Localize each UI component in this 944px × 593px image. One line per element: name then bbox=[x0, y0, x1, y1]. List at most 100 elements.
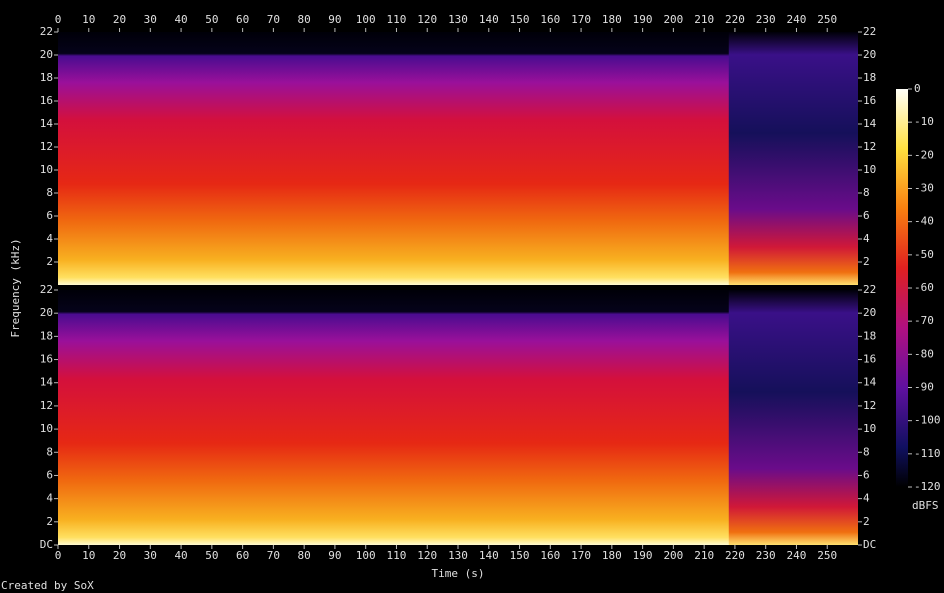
y-tick-label: 20 bbox=[40, 48, 53, 61]
y-tick-label: 8 bbox=[46, 186, 53, 199]
x-tick-label: 110 bbox=[387, 13, 407, 26]
x-tick-label: 250 bbox=[817, 13, 837, 26]
x-axis-label: Time (s) bbox=[432, 567, 485, 580]
x-tick-label: 190 bbox=[633, 13, 653, 26]
x-tick-label: 100 bbox=[356, 13, 376, 26]
x-tick-label: 10 bbox=[82, 13, 95, 26]
x-tick-label: 130 bbox=[448, 13, 468, 26]
y-tick-label: 2 bbox=[863, 515, 870, 528]
x-tick-label: 130 bbox=[448, 549, 468, 562]
y-tick-label: 12 bbox=[40, 140, 53, 153]
x-tick-label: 140 bbox=[479, 549, 499, 562]
x-tick-label: 230 bbox=[756, 549, 776, 562]
y-tick-label: DC bbox=[863, 538, 876, 551]
y-tick-label: 18 bbox=[40, 329, 53, 342]
x-tick-label: 80 bbox=[298, 549, 311, 562]
y-tick-label: 8 bbox=[46, 445, 53, 458]
colorbar-tick-label: -120 bbox=[914, 480, 941, 493]
x-tick-label: 180 bbox=[602, 549, 622, 562]
x-tick-label: 160 bbox=[540, 13, 560, 26]
x-tick-label: 60 bbox=[236, 549, 249, 562]
x-tick-label: 30 bbox=[144, 13, 157, 26]
y-tick-label: 14 bbox=[863, 376, 877, 389]
colorbar-tick-label: -80 bbox=[914, 347, 934, 360]
y-tick-label: 6 bbox=[863, 209, 870, 222]
colorbar-tick-label: -40 bbox=[914, 215, 934, 228]
y-tick-label: 12 bbox=[863, 399, 876, 412]
x-tick-label: 170 bbox=[571, 13, 591, 26]
colorbar-tick-label: -70 bbox=[914, 314, 934, 327]
y-tick-label: DC bbox=[40, 538, 53, 551]
x-tick-label: 240 bbox=[787, 13, 807, 26]
y-tick-label: 4 bbox=[863, 232, 870, 245]
x-tick-label: 80 bbox=[298, 13, 311, 26]
y-tick-label: 4 bbox=[863, 492, 870, 505]
y-tick-label: 10 bbox=[40, 163, 53, 176]
y-tick-label: 2 bbox=[863, 255, 870, 268]
y-tick-label: 16 bbox=[40, 94, 53, 107]
x-tick-label: 70 bbox=[267, 13, 280, 26]
colorbar-tick-label: -90 bbox=[914, 381, 934, 394]
y-tick-label: 20 bbox=[863, 48, 876, 61]
footer: Created by SoX bbox=[1, 579, 94, 592]
y-tick-label: 12 bbox=[863, 140, 876, 153]
y-tick-label: 18 bbox=[40, 71, 53, 84]
x-tick-label: 220 bbox=[725, 13, 745, 26]
x-tick-label: 170 bbox=[571, 549, 591, 562]
x-tick-label: 120 bbox=[417, 549, 437, 562]
y-tick-label: 12 bbox=[40, 399, 53, 412]
x-tick-label: 60 bbox=[236, 13, 249, 26]
y-tick-label: 22 bbox=[40, 283, 53, 296]
x-tick-label: 120 bbox=[417, 13, 437, 26]
spectrogram-tail bbox=[728, 32, 858, 285]
x-tick-label: 10 bbox=[82, 549, 95, 562]
colorbar-label: dBFS bbox=[912, 499, 939, 512]
x-tick-label: 230 bbox=[756, 13, 776, 26]
colorbar-tick-label: -110 bbox=[914, 447, 941, 460]
spectrogram-image bbox=[58, 32, 858, 285]
colorbar-tick-label: -100 bbox=[914, 414, 941, 427]
x-tick-label: 110 bbox=[387, 549, 407, 562]
colorbar-tick-label: -30 bbox=[914, 182, 934, 195]
colorbar-tick-label: 0 bbox=[914, 82, 921, 95]
colorbar-tick-label: -10 bbox=[914, 115, 934, 128]
x-tick-label: 90 bbox=[328, 549, 341, 562]
y-tick-label: 22 bbox=[40, 25, 53, 38]
x-tick-label: 30 bbox=[144, 549, 157, 562]
x-tick-label: 50 bbox=[205, 549, 218, 562]
x-tick-label: 180 bbox=[602, 13, 622, 26]
y-tick-label: 20 bbox=[40, 306, 53, 319]
y-tick-label: 22 bbox=[863, 25, 876, 38]
y-tick-label: 6 bbox=[863, 468, 870, 481]
x-tick-label: 150 bbox=[510, 13, 530, 26]
x-tick-label: 90 bbox=[328, 13, 341, 26]
y-tick-label: 6 bbox=[46, 468, 53, 481]
x-tick-label: 0 bbox=[55, 13, 62, 26]
x-tick-label: 200 bbox=[663, 13, 683, 26]
colorbar-tick-label: -20 bbox=[914, 148, 934, 161]
colorbar-tick-label: -60 bbox=[914, 281, 934, 294]
y-tick-label: 2 bbox=[46, 515, 53, 528]
y-tick-label: 16 bbox=[863, 94, 876, 107]
y-axis-label: Frequency (kHz) bbox=[9, 238, 22, 337]
x-tick-label: 190 bbox=[633, 549, 653, 562]
x-tick-label: 140 bbox=[479, 13, 499, 26]
x-tick-label: 100 bbox=[356, 549, 376, 562]
x-tick-label: 210 bbox=[694, 13, 714, 26]
y-tick-label: 20 bbox=[863, 306, 876, 319]
y-tick-label: 4 bbox=[46, 492, 53, 505]
y-tick-label: 18 bbox=[863, 71, 876, 84]
y-tick-label: 10 bbox=[40, 422, 53, 435]
y-tick-label: 8 bbox=[863, 186, 870, 199]
y-tick-label: 2 bbox=[46, 255, 53, 268]
spectrogram-image bbox=[58, 290, 858, 545]
x-tick-label: 40 bbox=[174, 549, 187, 562]
y-tick-label: 14 bbox=[40, 376, 54, 389]
y-tick-label: 10 bbox=[863, 163, 876, 176]
x-tick-label: 220 bbox=[725, 549, 745, 562]
x-tick-label: 0 bbox=[55, 549, 62, 562]
y-tick-label: 18 bbox=[863, 329, 876, 342]
x-tick-label: 160 bbox=[540, 549, 560, 562]
spectrogram-tail bbox=[728, 290, 858, 545]
x-tick-label: 240 bbox=[787, 549, 807, 562]
